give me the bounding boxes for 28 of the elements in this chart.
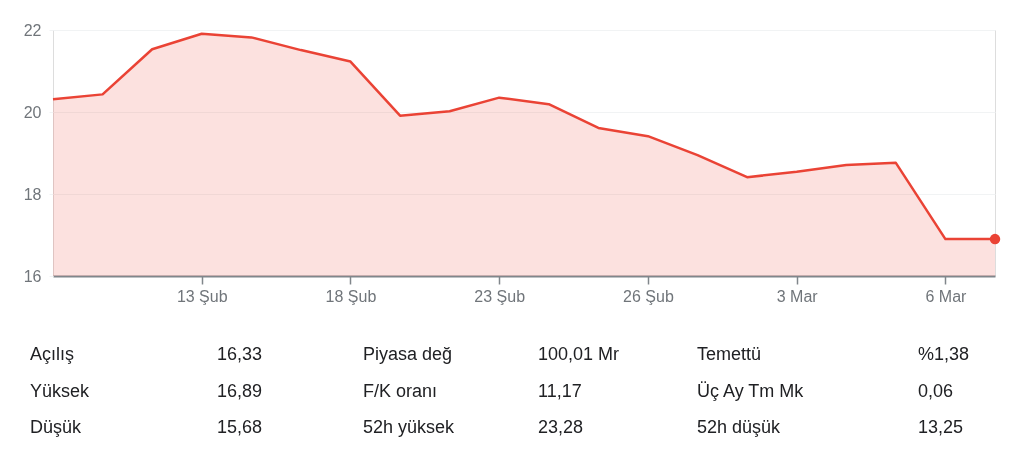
x-tick-label: 3 Mar bbox=[776, 287, 819, 305]
text: 100,01 Mr bbox=[538, 344, 620, 364]
text: %1,38 bbox=[918, 344, 970, 364]
text: 11,17 bbox=[538, 381, 582, 401]
text: 0,06 bbox=[918, 381, 954, 401]
x-tick-label: 18 Şub bbox=[325, 287, 377, 305]
text: Düşük bbox=[30, 417, 83, 437]
x-tick-label: 13 Şub bbox=[176, 287, 228, 305]
text: Yüksek bbox=[30, 381, 91, 401]
text: 13,25 bbox=[918, 417, 964, 437]
text: Piyasa değ bbox=[363, 344, 453, 364]
text: 16,33 bbox=[217, 344, 263, 364]
y-tick-label: 18 bbox=[23, 185, 42, 203]
text: 15,68 bbox=[217, 417, 263, 437]
y-tick-label: 22 bbox=[23, 21, 42, 39]
x-tick-label: 6 Mar bbox=[925, 287, 968, 305]
text: F/K oranı bbox=[363, 381, 438, 401]
text: 52h düşük bbox=[697, 417, 782, 437]
x-tick-label: 26 Şub bbox=[623, 287, 674, 305]
text: 23,28 bbox=[538, 417, 584, 437]
text: Temettü bbox=[697, 344, 762, 364]
y-tick-label: 20 bbox=[23, 103, 42, 121]
text: 16,89 bbox=[217, 381, 263, 401]
text: Açılış bbox=[30, 344, 75, 364]
x-tick-label: 23 Şub bbox=[474, 287, 526, 305]
text: 52h yüksek bbox=[363, 417, 456, 437]
text: Üç Ay Tm Mk bbox=[697, 381, 805, 401]
y-tick-label: 16 bbox=[23, 267, 42, 285]
